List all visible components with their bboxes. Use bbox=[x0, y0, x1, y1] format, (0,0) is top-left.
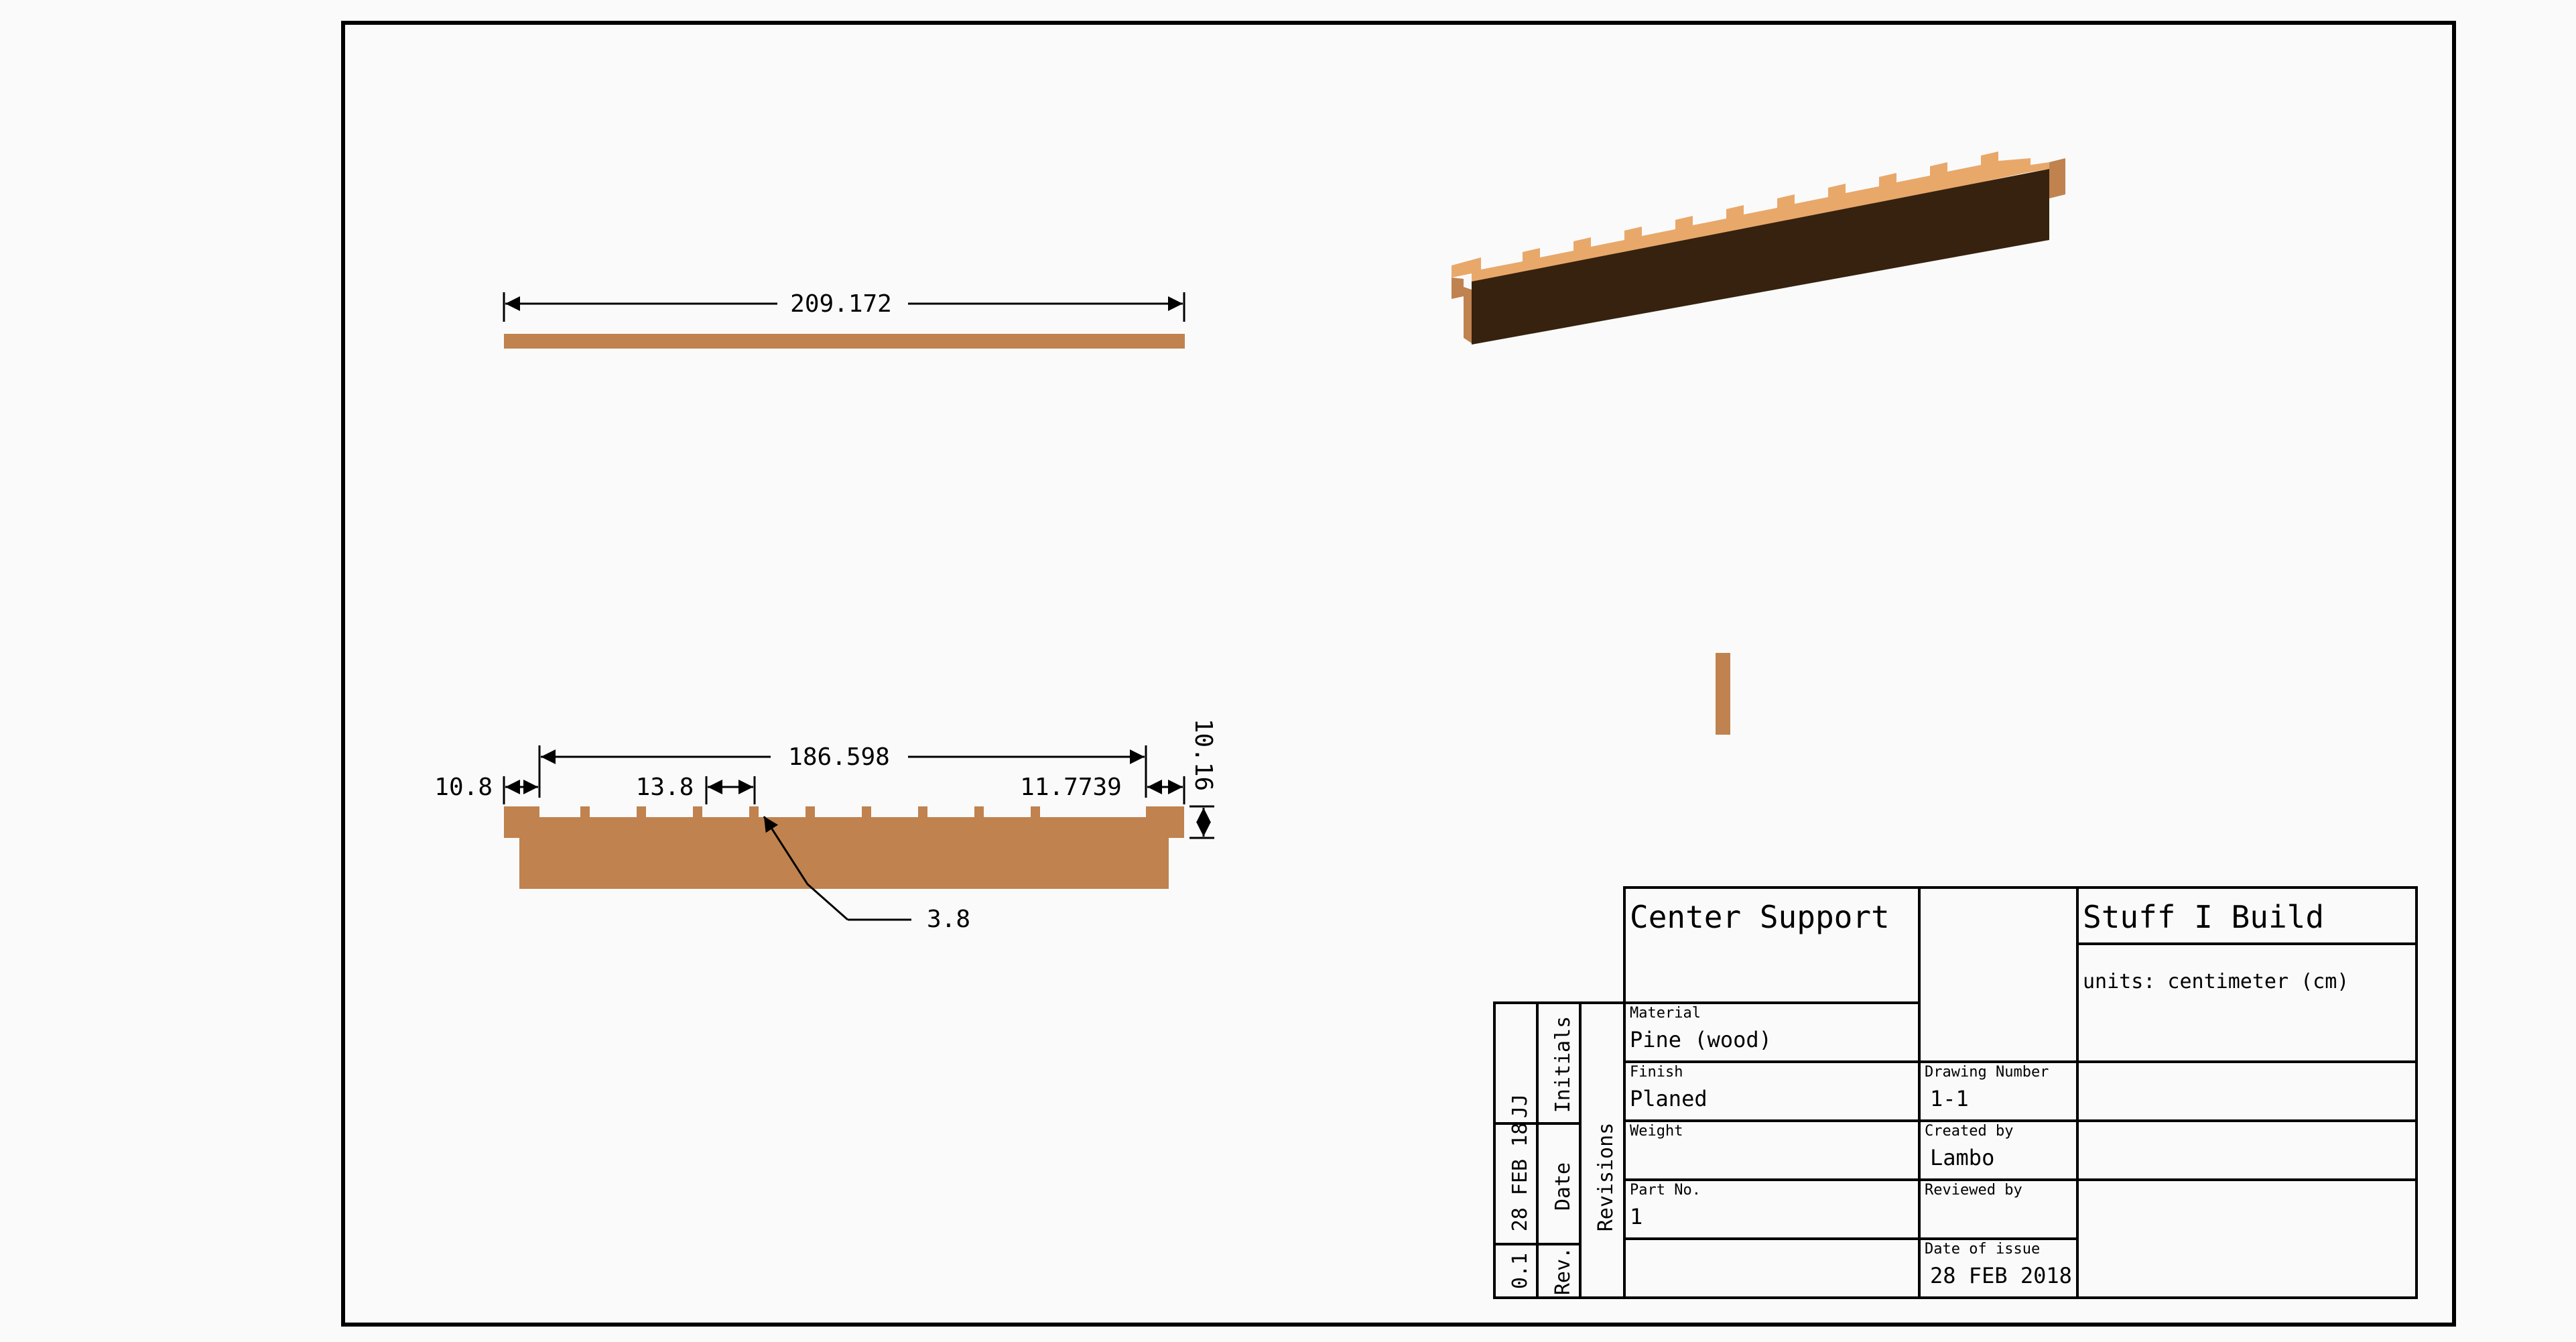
material-value: Pine (wood) bbox=[1630, 1027, 1772, 1052]
revision-date-value: 28 FEB 18 bbox=[1508, 1123, 1532, 1232]
isometric-view bbox=[1452, 151, 2065, 345]
drawing-number-value: 1-1 bbox=[1930, 1086, 1969, 1111]
reviewed-by-label: Reviewed by bbox=[1925, 1182, 2022, 1199]
revision-header-initials: Initials bbox=[1551, 1016, 1575, 1113]
company-name: Stuff I Build bbox=[2083, 899, 2324, 935]
part-no-value: 1 bbox=[1630, 1204, 1643, 1229]
created-by-label: Created by bbox=[1925, 1123, 2013, 1140]
revision-rev-value: 0.1 bbox=[1508, 1253, 1532, 1289]
part-title: Center Support bbox=[1630, 899, 1890, 935]
dim-slot-width: 3.8 bbox=[763, 816, 970, 933]
dim-left-margin: 10.8 bbox=[434, 774, 538, 804]
front-view: 186.598 10.8 13.8 11.7739 10.16 bbox=[434, 719, 1217, 933]
isometric-right-face bbox=[2049, 158, 2065, 198]
dim-right-margin-label: 11.7739 bbox=[1020, 774, 1122, 801]
date-of-issue-value: 28 FEB 2018 bbox=[1930, 1263, 2072, 1288]
title-block-grid bbox=[1623, 886, 2418, 1299]
revision-initials-value: JJ bbox=[1508, 1094, 1532, 1118]
drawing-number-label: Drawing Number bbox=[1925, 1064, 2049, 1081]
top-view-board bbox=[504, 334, 1185, 349]
material-label: Material bbox=[1630, 1005, 1701, 1022]
created-by-value: Lambo bbox=[1930, 1145, 1994, 1170]
isometric-top-face bbox=[1452, 151, 2049, 290]
dim-left-margin-label: 10.8 bbox=[434, 774, 493, 801]
dim-inner-span-label: 186.598 bbox=[788, 743, 890, 771]
weight-label: Weight bbox=[1630, 1123, 1683, 1140]
sheet-border bbox=[341, 21, 2456, 1327]
top-view: 209.172 bbox=[503, 290, 1185, 349]
dim-height-label: 10.16 bbox=[1189, 719, 1217, 791]
date-of-issue-label: Date of issue bbox=[1925, 1241, 2040, 1258]
finish-value: Planed bbox=[1630, 1086, 1708, 1111]
units-note: units: centimeter (cm) bbox=[2083, 970, 2349, 993]
side-view-board bbox=[1716, 653, 1730, 735]
dim-inner-span: 186.598 bbox=[538, 743, 1147, 798]
dim-slot-spacing-label: 13.8 bbox=[636, 774, 694, 801]
dim-top-length-label: 209.172 bbox=[790, 290, 892, 318]
dim-slot-width-label: 3.8 bbox=[927, 906, 970, 933]
dim-slot-spacing: 13.8 bbox=[636, 774, 756, 804]
isometric-front-face bbox=[1472, 169, 2049, 345]
revision-header-date: Date bbox=[1551, 1162, 1575, 1211]
revision-header-rev: Rev. bbox=[1551, 1247, 1575, 1295]
dim-height: 10.16 bbox=[1189, 719, 1217, 839]
front-view-board bbox=[504, 806, 1184, 889]
part-no-label: Part No. bbox=[1630, 1182, 1701, 1199]
finish-label: Finish bbox=[1630, 1064, 1683, 1081]
dim-right-margin: 11.7739 bbox=[1020, 774, 1185, 804]
isometric-left-face bbox=[1452, 265, 1472, 343]
revision-header-revisions: Revisions bbox=[1594, 1123, 1618, 1232]
dim-top-length: 209.172 bbox=[503, 290, 1185, 322]
